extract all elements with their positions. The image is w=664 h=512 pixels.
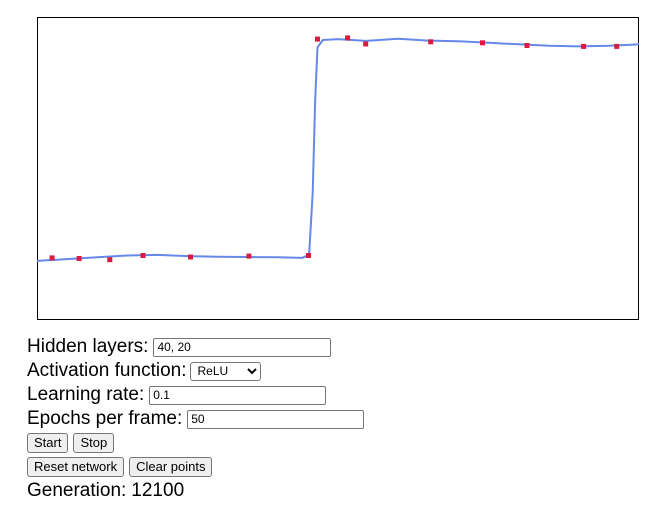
generation-row: Generation: 12100	[27, 479, 647, 503]
data-point-3	[107, 257, 113, 263]
epochs-label: Epochs per frame:	[27, 408, 183, 429]
data-point-2	[76, 256, 82, 261]
epochs-input[interactable]	[187, 409, 365, 429]
data-point-1	[49, 255, 55, 261]
activation-row: Activation function: ReLU	[27, 359, 647, 383]
data-point-14	[581, 43, 587, 49]
reset-buttons-row: Reset network Clear points	[27, 455, 647, 479]
controls-panel: Hidden layers: Activation function: ReLU…	[27, 335, 647, 503]
clear-points-button[interactable]: Clear points	[129, 457, 213, 477]
data-point-15	[614, 43, 620, 49]
data-point-8	[315, 36, 320, 42]
generation-label: Generation:	[27, 480, 127, 501]
points-layer	[49, 35, 620, 263]
data-point-10	[363, 41, 369, 47]
data-point-6	[246, 253, 252, 259]
start-button[interactable]: Start	[27, 433, 69, 453]
activation-select[interactable]: ReLU	[190, 361, 262, 381]
data-point-7	[306, 253, 311, 258]
data-point-5	[188, 254, 193, 260]
data-point-4	[140, 253, 146, 258]
learning-rate-label: Learning rate:	[27, 384, 145, 405]
fitted-curve	[37, 37, 639, 262]
data-point-11	[428, 39, 434, 45]
plot-svg[interactable]	[37, 17, 639, 320]
stop-button[interactable]: Stop	[73, 433, 115, 453]
plot-border	[37, 17, 639, 320]
hidden-layers-input[interactable]	[153, 337, 332, 357]
data-point-13	[524, 43, 530, 48]
learning-rate-input[interactable]	[149, 385, 327, 405]
generation-value: 12100	[131, 480, 185, 501]
hidden-layers-row: Hidden layers:	[27, 335, 647, 359]
plot-canvas[interactable]	[37, 17, 639, 320]
curve-layer	[37, 37, 639, 262]
data-point-9	[345, 35, 351, 41]
activation-label: Activation function:	[27, 360, 187, 381]
reset-network-button[interactable]: Reset network	[27, 457, 125, 477]
hidden-layers-label: Hidden layers:	[27, 336, 149, 357]
data-point-12	[480, 40, 485, 46]
run-buttons-row: Start Stop	[27, 431, 647, 455]
epochs-row: Epochs per frame:	[27, 407, 647, 431]
learning-rate-row: Learning rate:	[27, 383, 647, 407]
